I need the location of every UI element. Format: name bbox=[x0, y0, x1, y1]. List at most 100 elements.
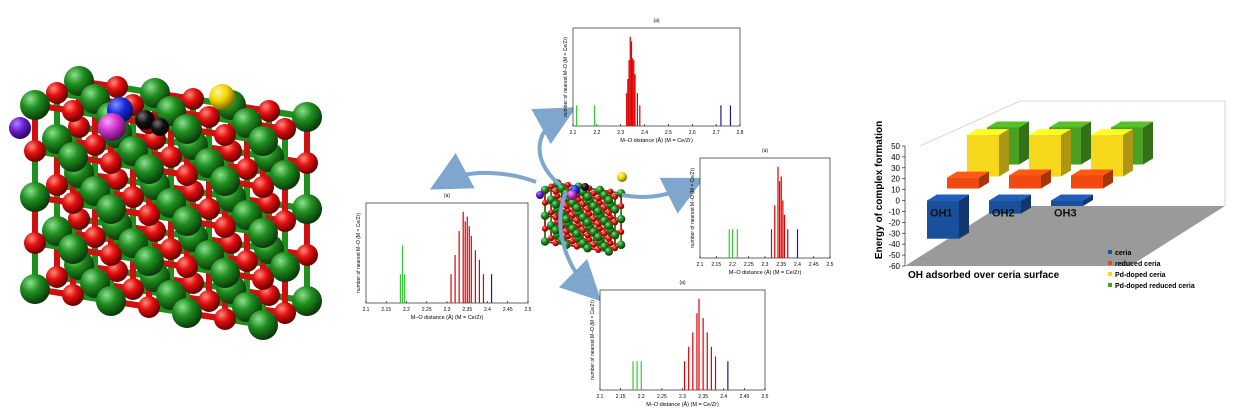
o-atom bbox=[236, 250, 258, 272]
histogram-bar bbox=[628, 60, 630, 127]
o-atom bbox=[590, 241, 597, 248]
arrow-to-left-hist bbox=[429, 153, 537, 190]
bar-side bbox=[1021, 194, 1031, 214]
o-atom bbox=[552, 188, 559, 195]
bar-top bbox=[989, 194, 1031, 201]
o-atom bbox=[182, 88, 204, 110]
histogram-bar bbox=[780, 176, 782, 258]
o-atom bbox=[611, 219, 619, 226]
histogram-bar bbox=[478, 259, 480, 303]
histogram-bar bbox=[683, 361, 686, 390]
o-atom bbox=[160, 238, 182, 260]
bar-top bbox=[927, 194, 969, 201]
tick-label: 2.1 bbox=[363, 307, 370, 313]
tick-label: 2.3 bbox=[762, 262, 769, 268]
o-atom bbox=[569, 212, 576, 219]
bar-side bbox=[999, 129, 1009, 177]
histogram-bar bbox=[474, 250, 476, 303]
ce-atom bbox=[604, 247, 614, 256]
histogram-bar bbox=[629, 36, 631, 127]
o-atom bbox=[122, 186, 144, 208]
o-atom bbox=[138, 296, 160, 318]
tick-label: 2.25 bbox=[422, 307, 432, 313]
y-axis-label: number of nearest M–O (M = Ce/Zr) bbox=[690, 168, 696, 248]
tick-label: 2.35 bbox=[776, 262, 786, 268]
ce-atom bbox=[58, 234, 88, 264]
legend-swatch bbox=[1108, 261, 1112, 265]
histogram-bar bbox=[468, 226, 470, 303]
o-atom bbox=[607, 188, 614, 195]
bar-side bbox=[959, 194, 969, 239]
ce-atom bbox=[540, 237, 550, 246]
energy-bar-chart: Energy of complex formation OH adsorbed … bbox=[874, 100, 1226, 290]
tick-label: 2.4 bbox=[720, 394, 727, 400]
legend-label: Pd-doped reduced ceria bbox=[1115, 283, 1195, 290]
o-atom bbox=[590, 190, 597, 197]
h-atom-violet bbox=[9, 117, 31, 139]
arrow-to-right-hist bbox=[621, 177, 705, 214]
o-atom bbox=[584, 232, 591, 239]
histogram-bar bbox=[636, 361, 638, 390]
histogram-bar bbox=[593, 105, 596, 126]
ce-atom bbox=[583, 244, 592, 253]
tick-label: 2.2 bbox=[729, 262, 736, 268]
ce-atom bbox=[540, 185, 550, 195]
bar-ceria bbox=[927, 194, 969, 239]
ce-atom bbox=[610, 231, 620, 240]
tick-label: 2.5 bbox=[665, 130, 672, 136]
histogram-bar bbox=[727, 361, 729, 390]
y-tick-label: -50 bbox=[888, 251, 900, 260]
o-atom bbox=[618, 228, 625, 236]
tick-label: 2.45 bbox=[809, 262, 819, 268]
tick-label: 2.35 bbox=[698, 394, 708, 400]
bar-front bbox=[967, 135, 999, 177]
bar-top bbox=[1111, 121, 1153, 128]
legend-label: reduced ceria bbox=[1115, 261, 1161, 268]
o-atom bbox=[611, 193, 619, 200]
o-atom bbox=[552, 214, 559, 221]
o-atom bbox=[252, 176, 274, 198]
histogram-bar bbox=[706, 332, 708, 390]
o-atom bbox=[100, 244, 122, 266]
histogram-bar bbox=[464, 221, 466, 303]
y-tick-label: 0 bbox=[896, 197, 901, 206]
ce-atom bbox=[616, 240, 626, 250]
h-atom-yellow bbox=[617, 172, 627, 182]
bar-top bbox=[987, 121, 1029, 128]
category-label: OH3 bbox=[1054, 208, 1077, 220]
bar-top bbox=[1029, 129, 1071, 136]
bar-side bbox=[1081, 121, 1091, 165]
o-atom bbox=[605, 235, 612, 242]
bar-top bbox=[967, 129, 1009, 136]
ce-atom bbox=[551, 226, 560, 235]
ce-atom bbox=[583, 192, 592, 201]
y-axis-label: number of nearest M–O (M = Ce/Zr) bbox=[590, 300, 596, 380]
o-atom bbox=[122, 278, 144, 300]
histogram-right: (a) M–O distance (Å) (M = Ce/Zr) number of… bbox=[690, 148, 834, 276]
y-tick-label: -10 bbox=[888, 207, 900, 216]
o-atom bbox=[563, 203, 570, 210]
c-atom-black bbox=[151, 118, 169, 136]
o-atom bbox=[618, 203, 625, 210]
o-atom bbox=[541, 225, 549, 232]
histogram-bar bbox=[640, 361, 642, 390]
category-label: OH2 bbox=[992, 208, 1015, 220]
o-atom bbox=[214, 124, 236, 146]
ce-atom bbox=[594, 232, 603, 242]
histogram-bar bbox=[639, 105, 641, 126]
o-atom bbox=[573, 217, 580, 224]
ce-atom bbox=[248, 126, 278, 156]
histogram-bar bbox=[450, 274, 452, 303]
ce-atom bbox=[134, 246, 164, 276]
o-atom bbox=[274, 118, 296, 140]
ce-atom bbox=[172, 206, 202, 236]
histogram-bar bbox=[630, 41, 633, 126]
o-atom bbox=[62, 100, 84, 122]
ce-atom bbox=[551, 200, 560, 209]
histogram-bar bbox=[779, 181, 781, 258]
legend-swatch bbox=[1108, 283, 1112, 287]
bar-front bbox=[1051, 200, 1083, 206]
o-atom bbox=[611, 245, 619, 252]
tick-label: 2.25 bbox=[657, 394, 667, 400]
y-axis-label: number of nearest M–O (M = Ce/Zr) bbox=[356, 213, 362, 293]
